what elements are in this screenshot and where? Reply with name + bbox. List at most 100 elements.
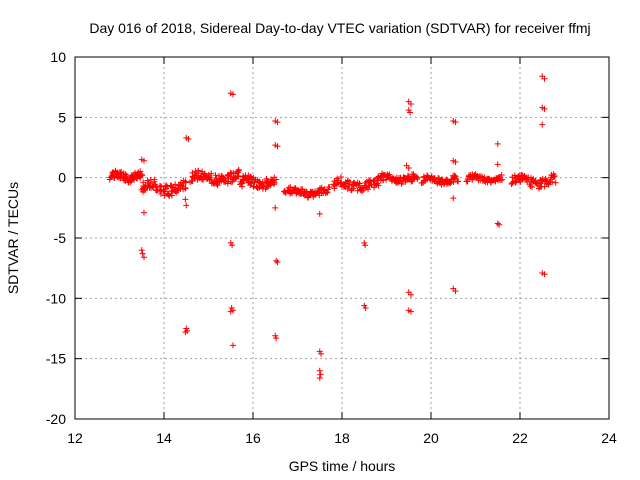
data-point: [273, 176, 280, 183]
data-point: [212, 172, 219, 179]
data-point: [137, 168, 144, 175]
data-point: [494, 220, 501, 227]
data-point: [365, 186, 372, 193]
x-tick-label: 20: [423, 430, 439, 446]
x-tick-label: 16: [245, 430, 261, 446]
x-tick-label: 14: [156, 430, 172, 446]
data-point: [272, 204, 279, 211]
data-point: [492, 178, 499, 185]
data-point: [274, 119, 281, 126]
data-point: [138, 247, 145, 254]
data-point: [379, 177, 386, 184]
data-point: [220, 174, 227, 181]
data-point: [324, 189, 331, 196]
data-point: [362, 242, 369, 249]
data-point: [527, 183, 534, 190]
data-point: [182, 329, 189, 336]
data-point: [317, 371, 324, 378]
data-point: [541, 105, 548, 112]
tick-labels-layer: 12 14 16 18 20 22 24 -20 -15 -10 -5 0 5 10: [46, 49, 617, 446]
data-point: [214, 182, 221, 189]
data-point: [552, 179, 559, 186]
data-point: [182, 185, 189, 192]
data-point: [271, 181, 278, 188]
data-point: [139, 250, 146, 257]
data-point: [541, 75, 548, 82]
data-point: [182, 196, 189, 203]
x-tick-label: 22: [512, 430, 528, 446]
data-point: [140, 186, 147, 193]
data-point: [350, 185, 357, 192]
data-point: [383, 176, 390, 183]
data-point: [375, 182, 382, 189]
data-point: [452, 158, 459, 165]
data-point: [248, 180, 255, 187]
data-point: [451, 172, 458, 179]
data-point: [452, 288, 459, 295]
x-tick-label: 12: [67, 430, 83, 446]
data-point: [455, 178, 462, 185]
data-point: [356, 180, 363, 187]
data-point: [494, 161, 501, 168]
data-point: [549, 178, 556, 185]
data-point: [273, 335, 280, 342]
data-point: [235, 166, 242, 173]
data-point: [499, 176, 506, 183]
data-point: [208, 170, 215, 177]
data-point: [497, 177, 504, 184]
data-point: [138, 171, 145, 178]
data-point: [185, 136, 192, 143]
data-point: [452, 173, 459, 180]
data-point: [360, 185, 367, 192]
data-point: [407, 109, 414, 116]
data-point: [229, 307, 236, 314]
data-point: [407, 101, 414, 108]
data-point: [274, 259, 281, 266]
data-point: [450, 179, 457, 186]
y-axis-label: SDTVAR / TECUs: [5, 182, 21, 294]
data-point: [238, 180, 245, 187]
data-point: [206, 176, 213, 183]
data-point: [359, 188, 366, 195]
data-point: [318, 350, 325, 357]
data-point: [452, 119, 459, 126]
data-point: [139, 172, 146, 179]
y-tick-label: -15: [46, 351, 66, 367]
data-point: [494, 140, 501, 147]
chart-title: Day 016 of 2018, Sidereal Day-to-day VTE…: [89, 20, 590, 36]
data-point: [273, 257, 280, 264]
data-point: [123, 173, 130, 180]
data-point: [316, 210, 323, 217]
y-tick-label: -20: [46, 411, 66, 427]
data-point: [229, 342, 236, 349]
data-point: [414, 176, 421, 183]
data-point: [140, 254, 147, 261]
data-point: [386, 171, 393, 178]
data-point: [182, 178, 189, 185]
data-points-layer: [106, 73, 559, 381]
data-point: [164, 183, 171, 190]
data-point: [346, 178, 353, 185]
data-point: [450, 195, 457, 202]
y-tick-label: 10: [50, 49, 66, 65]
data-point: [140, 209, 147, 216]
data-point: [156, 182, 163, 189]
data-point: [140, 179, 147, 186]
data-point: [496, 221, 503, 228]
data-point: [151, 178, 158, 185]
ticks-layer: [74, 56, 610, 420]
data-point: [326, 184, 333, 191]
data-point: [182, 185, 189, 192]
x-tick-label: 24: [601, 430, 617, 446]
y-tick-label: -5: [54, 230, 67, 246]
data-point: [541, 271, 548, 278]
grid-layer: [75, 57, 609, 419]
data-point: [229, 91, 236, 98]
x-axis-label: GPS time / hours: [289, 458, 396, 474]
data-point: [447, 180, 454, 187]
data-point: [316, 367, 323, 374]
data-point: [551, 173, 558, 180]
data-point: [331, 185, 338, 192]
data-point: [229, 242, 236, 249]
